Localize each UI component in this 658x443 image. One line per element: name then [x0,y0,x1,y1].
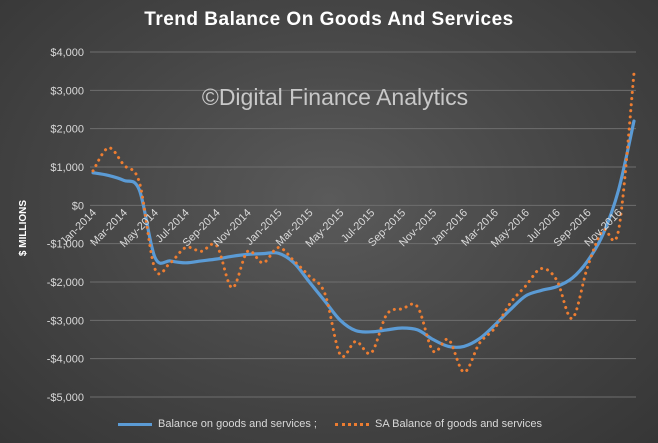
watermark-text: ©Digital Finance Analytics [202,84,468,110]
legend-label-sa: SA Balance of goods and services [375,418,542,430]
y-tick-label: $2,000 [50,124,84,136]
series-layer [91,71,636,374]
legend-label-trend: Balance on goods and services ; [158,418,317,430]
legend-swatch-trend [118,422,152,426]
y-tick-label: $0 [72,200,84,212]
series-line-sa [91,71,636,374]
y-axis-label: $ MILLIONS [18,200,29,256]
y-tick-label: -$3,000 [47,315,84,327]
y-tick-label: -$5,000 [47,392,84,404]
grid-layer [90,51,636,398]
chart-title: Trend Balance On Goods And Services [144,9,514,30]
y-axis-ticks: $4,000 $3,000 $2,000 $1,000 $0 -$1,000 -$2,000… [47,47,84,404]
legend-item-sa: SA Balance of goods and services [335,414,542,434]
y-tick-label: $1,000 [50,162,84,174]
y-tick-label: $3,000 [50,85,84,97]
legend-item-trend: Balance on goods and services ; [118,414,317,434]
legend-swatch-sa [335,422,369,426]
series-line-trend [91,119,636,349]
chart-legend: Balance on goods and services ; SA Balan… [0,414,658,434]
y-tick-label: -$4,000 [47,354,84,366]
y-tick-label: $4,000 [50,47,84,59]
y-tick-label: -$2,000 [47,277,84,289]
y-tick-label: -$1,000 [47,239,84,251]
